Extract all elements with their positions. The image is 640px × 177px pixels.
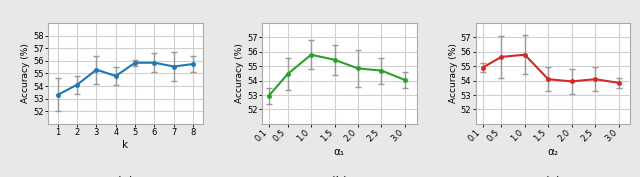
- Y-axis label: Accuracy (%): Accuracy (%): [449, 44, 458, 103]
- Text: (a): (a): [117, 176, 134, 177]
- X-axis label: k: k: [122, 140, 129, 150]
- X-axis label: α₁: α₁: [333, 147, 345, 157]
- Y-axis label: Accuracy (%): Accuracy (%): [235, 44, 244, 103]
- Text: (c): (c): [545, 176, 561, 177]
- Text: (b): (b): [331, 176, 348, 177]
- Y-axis label: Accuracy (%): Accuracy (%): [21, 44, 31, 103]
- X-axis label: α₂: α₂: [547, 147, 559, 157]
